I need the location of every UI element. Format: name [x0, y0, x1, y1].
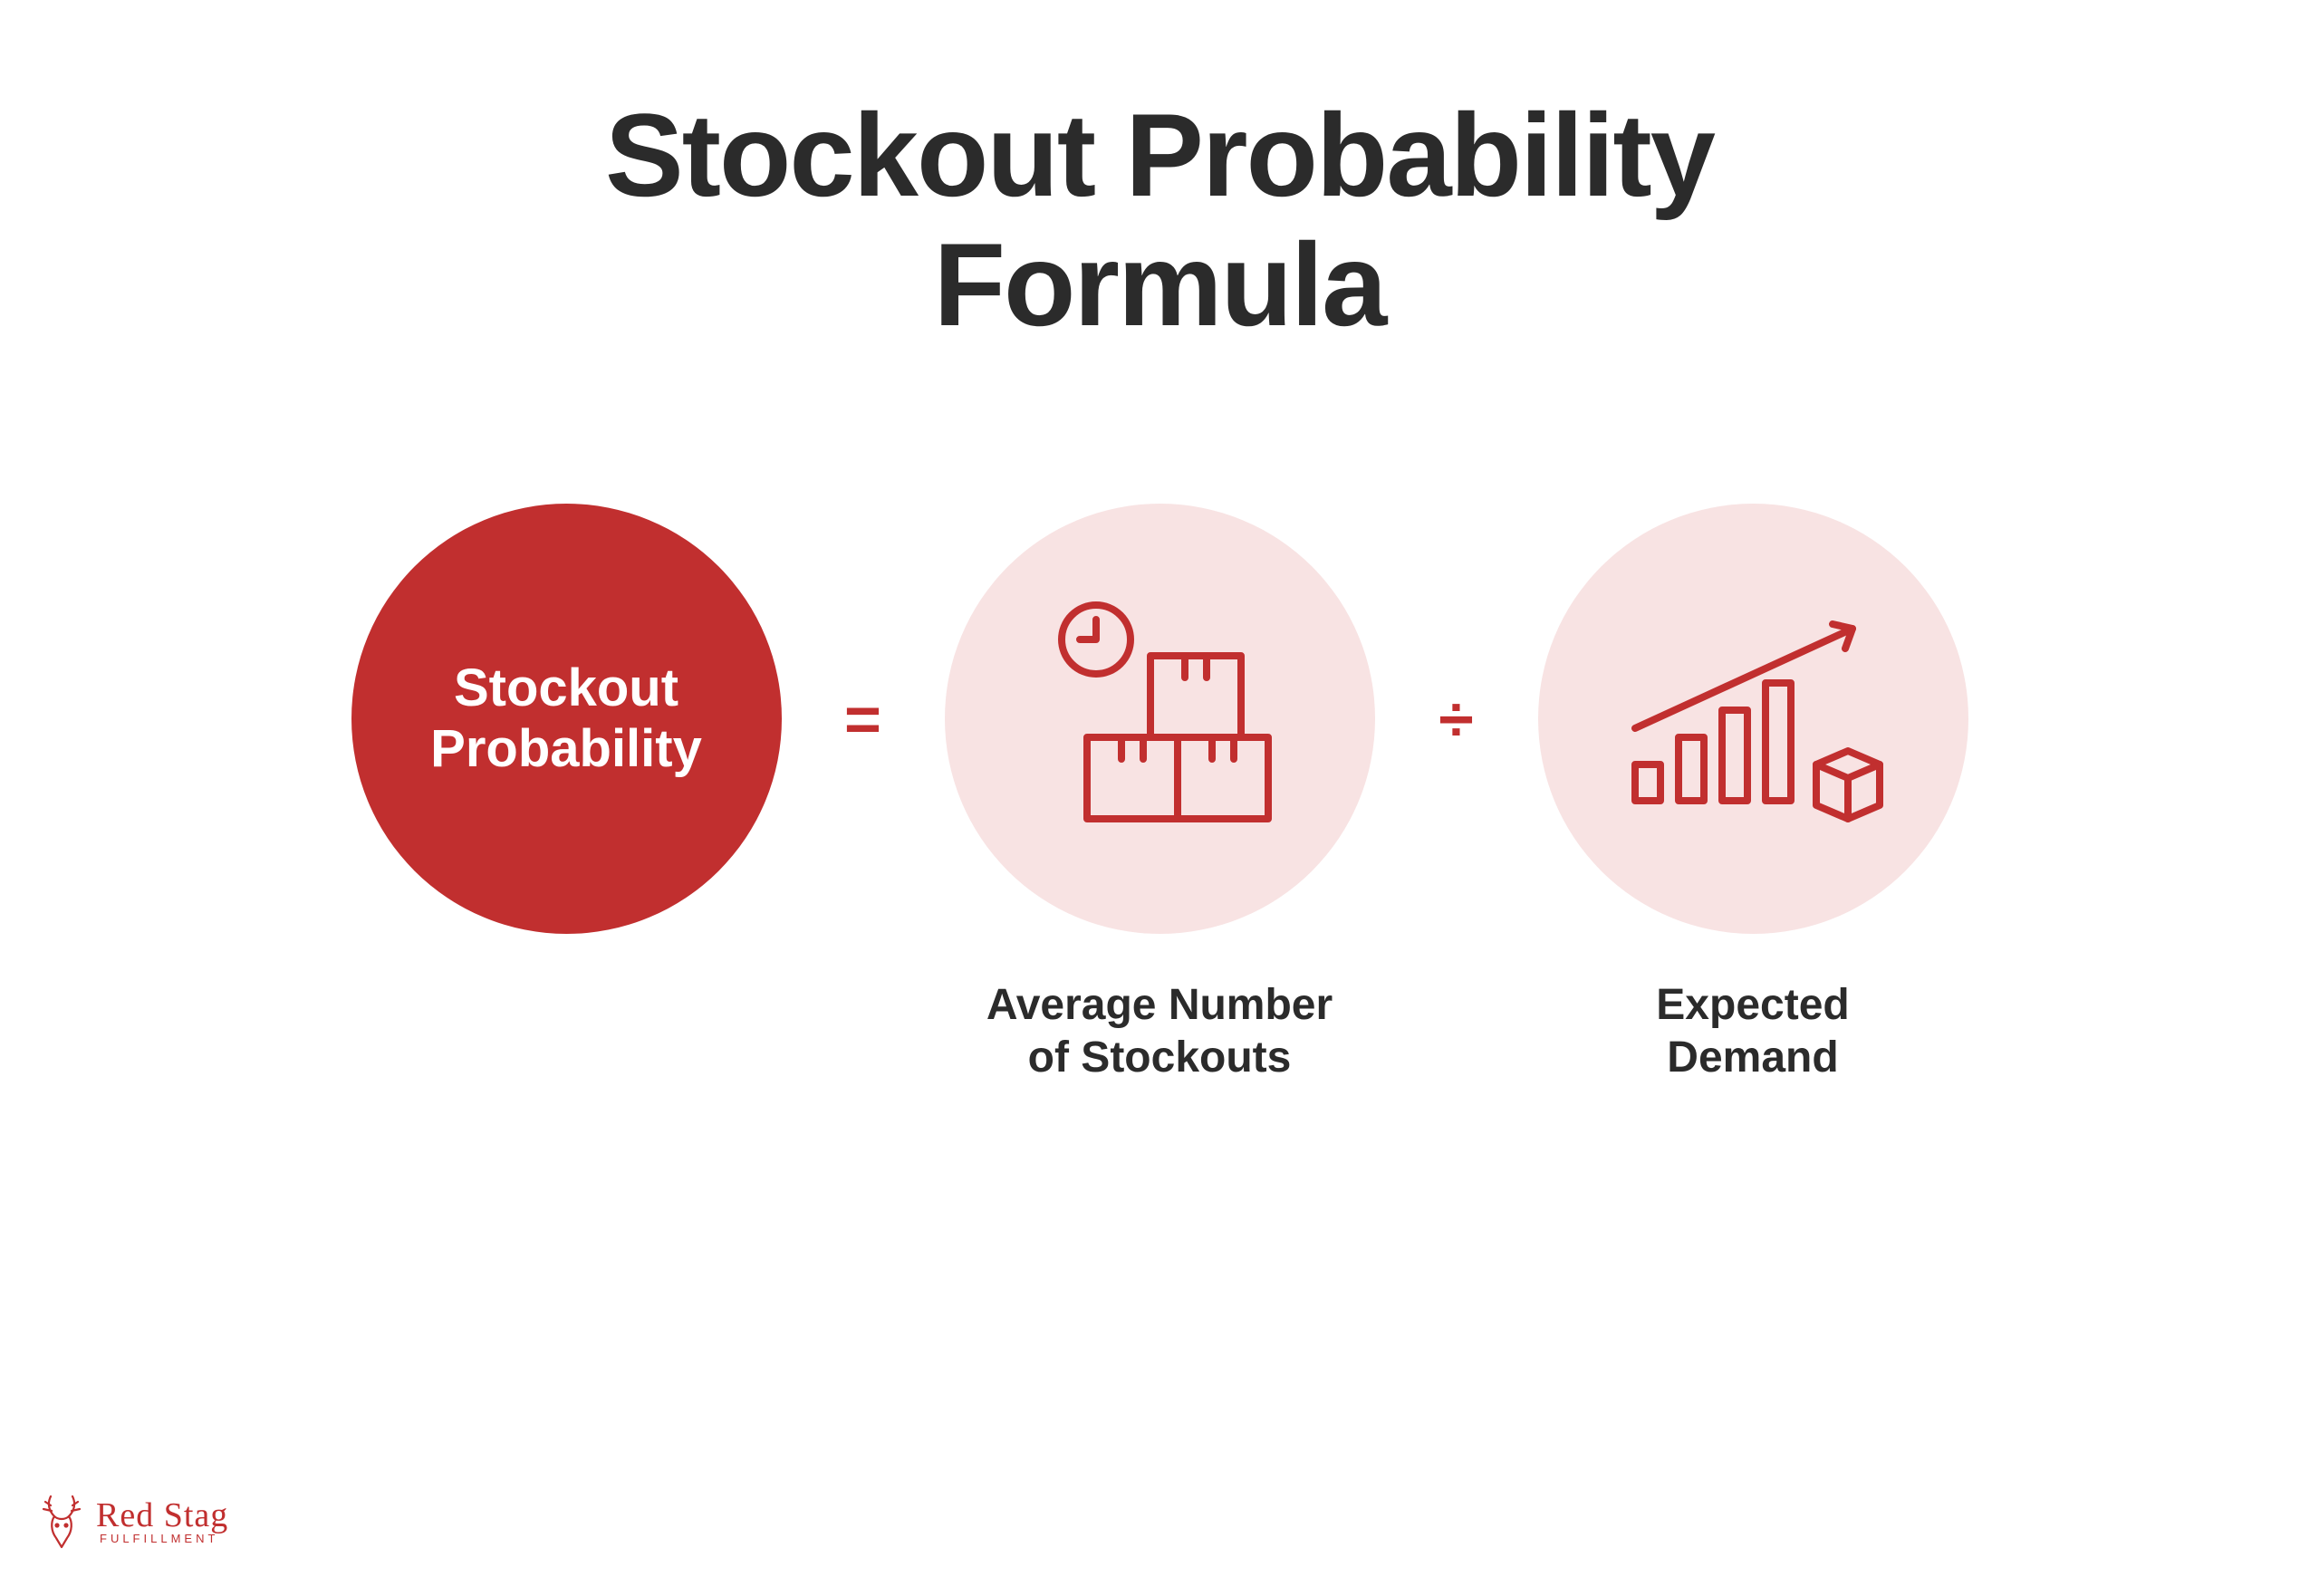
title-line-1: Stockout Probability	[605, 89, 1714, 221]
equals-column: =	[836, 683, 890, 906]
stag-head-icon	[36, 1491, 87, 1551]
divide-column: ÷	[1429, 683, 1484, 906]
result-label-line-1: Stockout	[454, 659, 678, 719]
term2-column: Expected Demand	[1538, 504, 1968, 1083]
term2-circle	[1538, 504, 1968, 934]
term1-column: Average Number of Stockouts	[945, 504, 1375, 1083]
brand-logo: Red Stag FULFILLMENT	[36, 1491, 228, 1551]
term1-caption-line-2: of Stockouts	[1028, 1034, 1292, 1082]
formula-row: Stockout Probability =	[0, 504, 2319, 1084]
brand-main: Red Stag	[96, 1498, 228, 1533]
title-line-2: Formula	[934, 218, 1386, 351]
term2-caption: Expected Demand	[1656, 979, 1849, 1083]
brand-sub: FULFILLMENT	[100, 1533, 228, 1544]
result-label-line-2: Probability	[430, 719, 702, 780]
result-circle: Stockout Probability	[351, 504, 782, 934]
result-column: Stockout Probability	[351, 504, 782, 1084]
term1-circle	[945, 504, 1375, 934]
term2-caption-line-1: Expected	[1656, 981, 1849, 1029]
brand-text: Red Stag FULFILLMENT	[96, 1498, 228, 1544]
term1-caption-line-1: Average Number	[986, 981, 1333, 1029]
divide-operator: ÷	[1429, 683, 1484, 755]
equals-operator: =	[836, 683, 890, 755]
page-title: Stockout Probability Formula	[0, 91, 2319, 350]
caption-spacer	[836, 801, 890, 906]
caption-spacer	[1429, 801, 1484, 906]
term1-caption: Average Number of Stockouts	[986, 979, 1333, 1083]
boxes-with-clock-icon	[1024, 583, 1295, 855]
term2-caption-line-2: Demand	[1667, 1034, 1838, 1082]
growth-chart-box-icon	[1608, 583, 1898, 855]
